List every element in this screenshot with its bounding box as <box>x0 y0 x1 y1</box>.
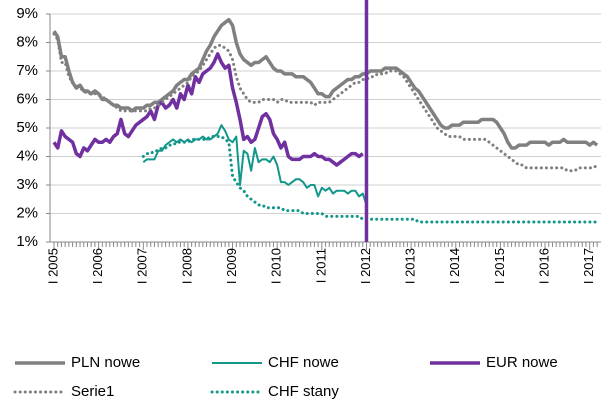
x-tick-label: I 2011 <box>313 248 328 283</box>
legend-label: EUR nowe <box>486 354 558 371</box>
x-tick-label: I 2009 <box>224 248 239 284</box>
x-tick-label: I 2012 <box>358 248 373 284</box>
series-line <box>141 135 599 224</box>
series-line <box>142 124 368 206</box>
x-tick-label: I 2016 <box>536 248 551 284</box>
y-tick-label: 8% <box>16 33 38 50</box>
y-tick-label: 5% <box>16 119 38 136</box>
x-tick-label: I 2005 <box>45 248 60 284</box>
y-tick-label: 3% <box>16 176 38 193</box>
x-tick-label: I 2017 <box>581 248 596 284</box>
legend-label: CHF nowe <box>268 354 339 371</box>
series-line <box>52 52 364 167</box>
x-tick-label: I 2007 <box>135 248 150 284</box>
y-tick-label: 2% <box>16 204 38 221</box>
y-tick-label: 1% <box>16 233 38 250</box>
x-tick-label: I 2010 <box>269 248 284 284</box>
x-tick-label: I 2006 <box>90 248 105 284</box>
x-tick-label: I 2015 <box>492 248 507 284</box>
x-tick-label: I 2013 <box>403 248 418 284</box>
series-line <box>52 32 599 173</box>
legend-label: Serie1 <box>71 383 114 400</box>
series-line <box>52 17 599 150</box>
y-tick-label: 4% <box>16 147 38 164</box>
legend-label: CHF stany <box>268 383 339 400</box>
y-tick-label: 6% <box>16 90 38 107</box>
y-tick-label: 7% <box>16 62 38 79</box>
y-tick-label: 9% <box>16 5 38 22</box>
x-tick-label: I 2014 <box>447 248 462 284</box>
legend-label: PLN nowe <box>71 354 140 371</box>
x-tick-label: I 2008 <box>179 248 194 284</box>
